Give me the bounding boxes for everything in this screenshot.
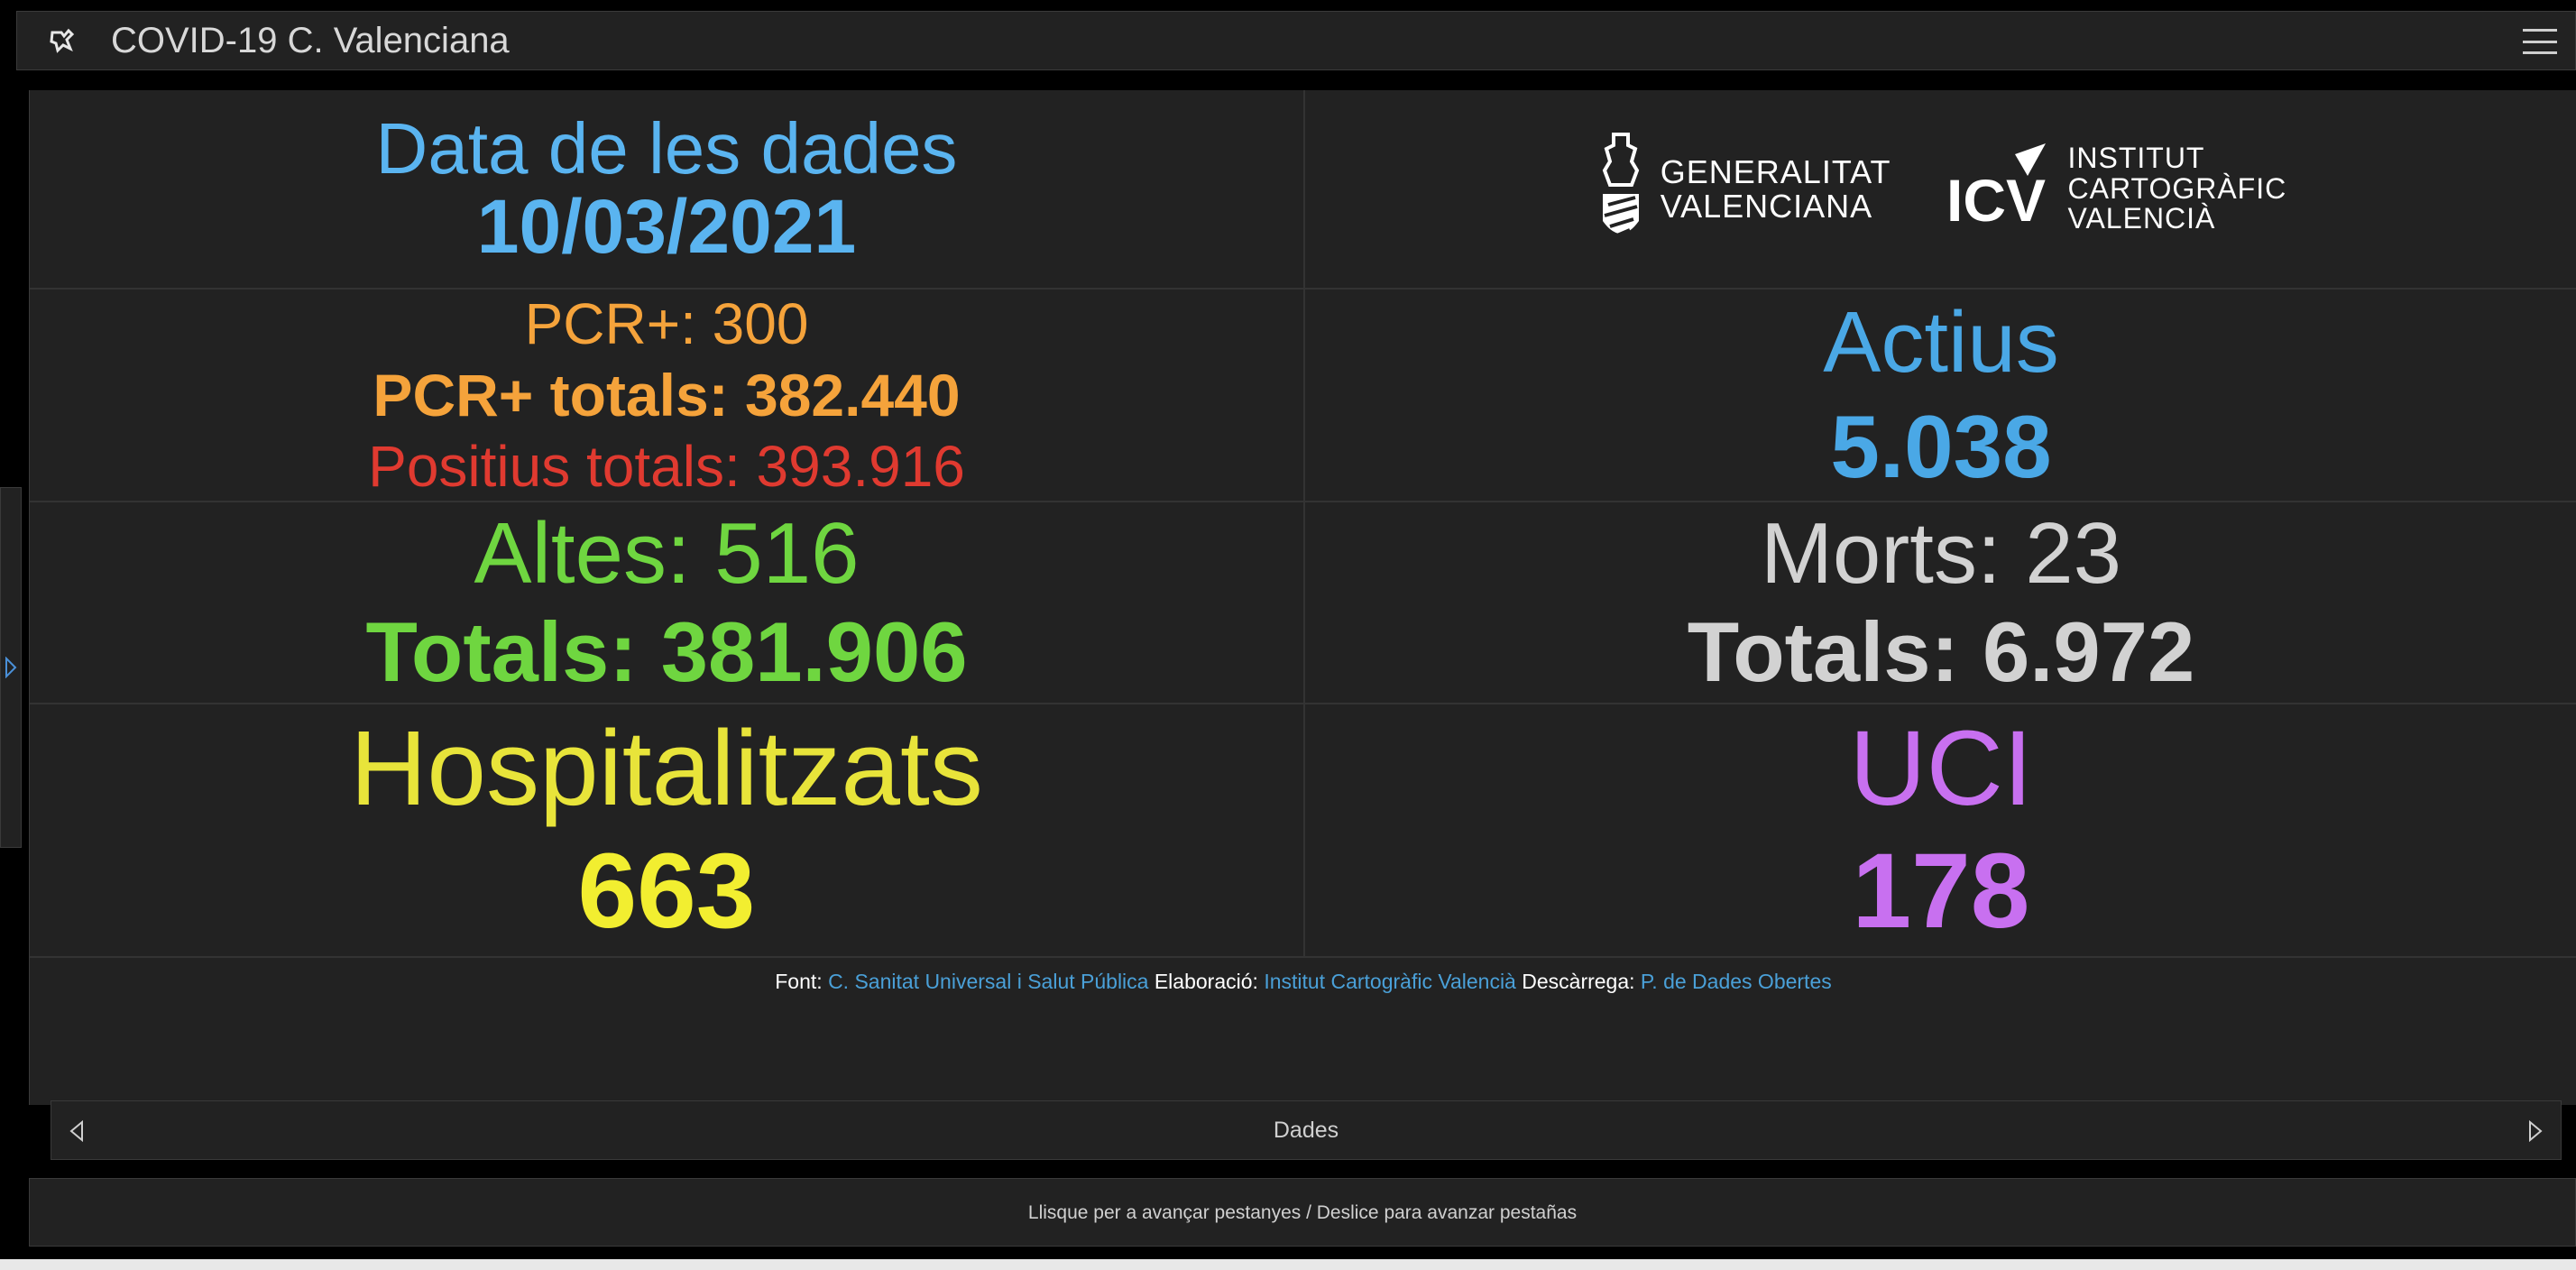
font-link[interactable]: C. Sanitat Universal i Salut Pública xyxy=(828,970,1149,993)
grid-divider xyxy=(1303,90,1305,958)
altes-total: Totals: 381.906 xyxy=(365,604,968,700)
swipe-hint-text: Llisque per a avançar pestanyes / Deslic… xyxy=(1027,1202,1578,1223)
date-label: Data de les dades xyxy=(375,108,958,189)
app-logo-icon[interactable] xyxy=(46,23,82,59)
morts-cell: Morts: 23 Totals: 6.972 xyxy=(1305,502,2576,703)
icv-line1: INSTITUT xyxy=(2067,142,2205,175)
grid-divider xyxy=(30,288,2576,290)
actius-cell: Actius 5.038 xyxy=(1305,290,2576,501)
pcr-total: PCR+ totals: 382.440 xyxy=(373,361,961,428)
generalitat-line1: GENERALITAT xyxy=(1660,152,1891,190)
date-cell: Data de les dades 10/03/2021 xyxy=(30,90,1303,288)
app-header: COVID-19 C. Valenciana xyxy=(16,11,2576,70)
app-title: COVID-19 C. Valenciana xyxy=(111,20,510,60)
hospitalitzats-label: Hospitalitzats xyxy=(350,708,983,828)
pcr-cell: PCR+: 300 PCR+ totals: 382.440 Positius … xyxy=(30,290,1303,501)
date-value: 10/03/2021 xyxy=(476,184,857,270)
pcr-daily: PCR+: 300 xyxy=(524,290,809,356)
icv-mark: ICV xyxy=(1946,167,2046,234)
morts-total: Totals: 6.972 xyxy=(1687,604,2195,700)
positives-total: Positius totals: 393.916 xyxy=(368,434,965,500)
grid-divider xyxy=(30,703,2576,704)
current-tab-label: Dades xyxy=(1273,1118,1339,1143)
side-panel-toggle[interactable] xyxy=(0,487,22,848)
hospitalitzats-cell: Hospitalitzats 663 xyxy=(30,704,1303,956)
next-tab-button[interactable] xyxy=(2523,1118,2548,1145)
generalitat-emblem-icon xyxy=(1602,132,1639,237)
uci-cell: UCI 178 xyxy=(1305,704,2576,956)
actius-label: Actius xyxy=(1823,293,2059,391)
morts-daily: Morts: 23 xyxy=(1760,504,2122,602)
previous-tab-button[interactable] xyxy=(64,1118,89,1145)
swipe-hint-bar: Llisque per a avançar pestanyes / Deslic… xyxy=(29,1178,2576,1247)
dashboard-panel: Data de les dades 10/03/2021 GENERALITAT… xyxy=(29,90,2576,1105)
icv-line3: VALENCIÀ xyxy=(2067,202,2216,235)
grid-divider xyxy=(30,956,2576,958)
hospitalitzats-value: 663 xyxy=(577,831,756,951)
altes-cell: Altes: 516 Totals: 381.906 xyxy=(30,502,1303,703)
altes-daily: Altes: 516 xyxy=(474,504,860,602)
tab-navigator: Dades xyxy=(51,1100,2562,1160)
elaboracio-link[interactable]: Institut Cartogràfic Valencià xyxy=(1264,970,1516,993)
chevron-right-icon xyxy=(2529,1120,2543,1142)
descarrega-label: Descàrrega: xyxy=(1522,970,1635,993)
logos-cell: GENERALITAT VALENCIANA ICV INSTITUT CART… xyxy=(1305,90,2576,288)
stats-grid: Data de les dades 10/03/2021 GENERALITAT… xyxy=(30,90,2576,958)
source-credits: Font: C. Sanitat Universal i Salut Públi… xyxy=(30,970,2576,994)
grid-divider xyxy=(30,501,2576,502)
chevron-right-icon xyxy=(5,657,17,678)
descarrega-link[interactable]: P. de Dades Obertes xyxy=(1640,970,1832,993)
uci-label: UCI xyxy=(1849,708,2033,828)
uci-value: 178 xyxy=(1852,831,2030,951)
generalitat-line2: VALENCIANA xyxy=(1660,187,1873,225)
bottom-strip xyxy=(0,1259,2576,1270)
icv-logo: ICV INSTITUT CARTOGRÀFIC VALENCIÀ xyxy=(1945,140,2286,239)
hamburger-menu-icon[interactable] xyxy=(2523,24,2557,59)
elaboracio-label: Elaboració: xyxy=(1154,970,1258,993)
font-label: Font: xyxy=(775,970,823,993)
generalitat-logo: GENERALITAT VALENCIANA xyxy=(1596,131,1891,248)
icv-emblem-icon: ICV xyxy=(1946,143,2047,234)
icv-line2: CARTOGRÀFIC xyxy=(2067,171,2287,205)
chevron-left-icon xyxy=(69,1120,83,1142)
actius-value: 5.038 xyxy=(1830,396,2052,496)
